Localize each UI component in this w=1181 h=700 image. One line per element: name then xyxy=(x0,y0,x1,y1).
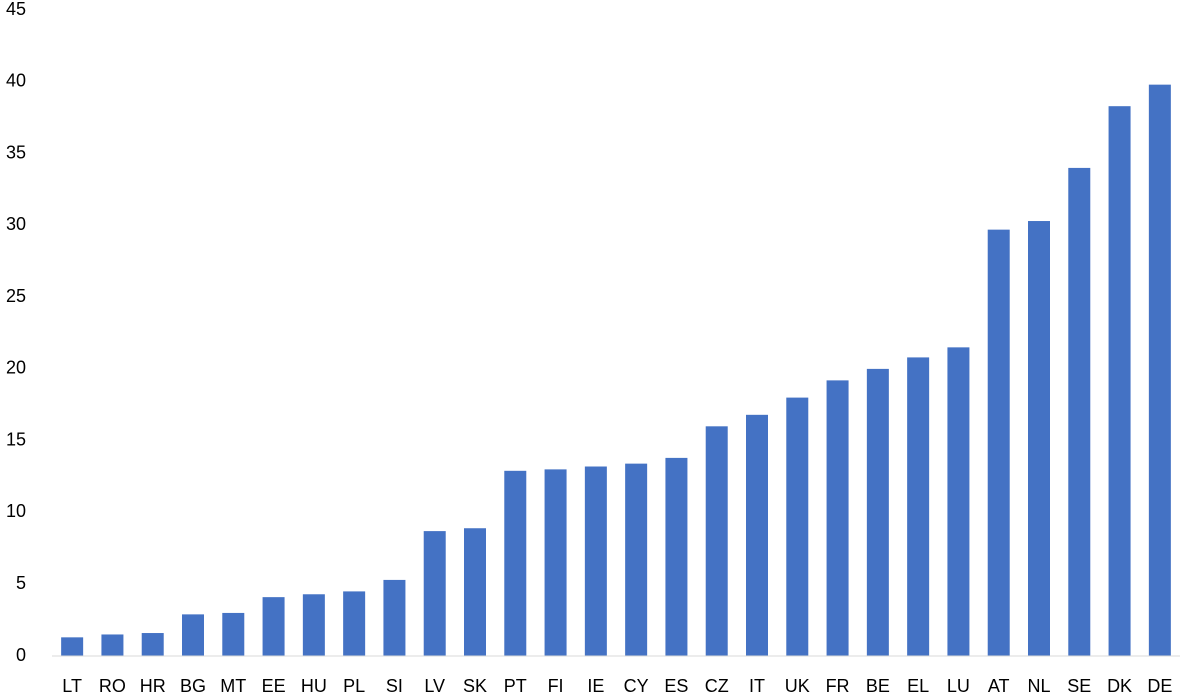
x-tick-label: EL xyxy=(907,676,929,695)
y-tick-label: 30 xyxy=(6,214,26,234)
bar xyxy=(786,397,809,656)
x-tick-label: SE xyxy=(1067,676,1091,695)
y-tick-label: 40 xyxy=(6,71,26,91)
bar xyxy=(302,594,325,656)
x-tick-label: NL xyxy=(1027,676,1050,695)
x-tick-label: PL xyxy=(343,676,365,695)
bar xyxy=(1028,221,1050,656)
x-tick-label: DK xyxy=(1107,676,1132,695)
bar xyxy=(584,466,607,656)
x-tick-label: UK xyxy=(785,676,810,695)
y-tick-label: 5 xyxy=(16,573,26,593)
x-tick-label: SK xyxy=(463,676,487,695)
x-tick-label: BE xyxy=(866,676,890,695)
y-tick-label: 10 xyxy=(6,501,26,521)
bar xyxy=(907,357,930,656)
x-tick-label: LT xyxy=(62,676,82,695)
x-tick-label: FI xyxy=(548,676,564,695)
x-tick-label: ES xyxy=(664,676,688,695)
bar xyxy=(746,414,768,656)
x-tick-label: AT xyxy=(988,676,1010,695)
bar xyxy=(101,634,124,656)
x-tick-label: SI xyxy=(386,676,403,695)
bar xyxy=(343,591,366,656)
bar xyxy=(141,633,164,656)
x-tick-label: CY xyxy=(624,676,649,695)
x-tick-label: IT xyxy=(749,676,765,695)
x-tick-label: FR xyxy=(826,676,850,695)
x-tick-label: HR xyxy=(140,676,166,695)
bar xyxy=(947,347,970,656)
bar xyxy=(705,426,728,656)
x-tick-label: MT xyxy=(220,676,246,695)
x-tick-label: CZ xyxy=(705,676,729,695)
x-tick-label: PT xyxy=(504,676,527,695)
x-tick-label: HU xyxy=(301,676,327,695)
bar xyxy=(262,597,285,656)
y-tick-label: 20 xyxy=(6,358,26,378)
x-tick-label: EE xyxy=(262,676,286,695)
bar xyxy=(987,229,1010,656)
x-tick-label: LU xyxy=(947,676,970,695)
x-tick-label: DE xyxy=(1147,676,1172,695)
y-tick-label: 0 xyxy=(16,645,26,665)
x-tick-label: BG xyxy=(180,676,206,695)
x-tick-label: IE xyxy=(587,676,604,695)
y-tick-label: 45 xyxy=(6,0,26,19)
bar xyxy=(423,531,446,656)
bar xyxy=(1108,106,1131,656)
bar xyxy=(544,469,567,656)
y-tick-label: 15 xyxy=(6,429,26,449)
bar xyxy=(1148,84,1171,657)
bar xyxy=(464,528,486,656)
bar xyxy=(866,368,889,656)
bar xyxy=(625,463,648,656)
bar xyxy=(222,612,245,656)
bar xyxy=(61,637,84,656)
bar xyxy=(383,579,406,656)
y-tick-label: 35 xyxy=(6,142,26,162)
x-tick-label: LV xyxy=(424,676,445,695)
bar xyxy=(182,614,204,656)
y-tick-label: 25 xyxy=(6,286,26,306)
x-tick-label: RO xyxy=(99,676,126,695)
bar xyxy=(665,457,688,656)
bar xyxy=(826,380,849,656)
bar xyxy=(1068,167,1091,656)
bar xyxy=(504,470,527,656)
